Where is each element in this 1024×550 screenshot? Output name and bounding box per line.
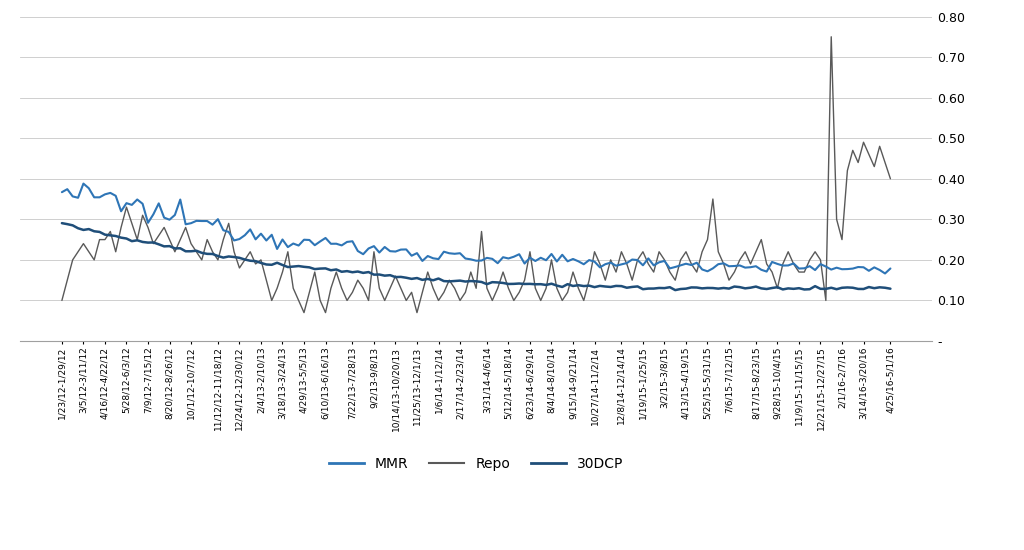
Legend: MMR, Repo, 30DCP: MMR, Repo, 30DCP <box>324 452 629 477</box>
